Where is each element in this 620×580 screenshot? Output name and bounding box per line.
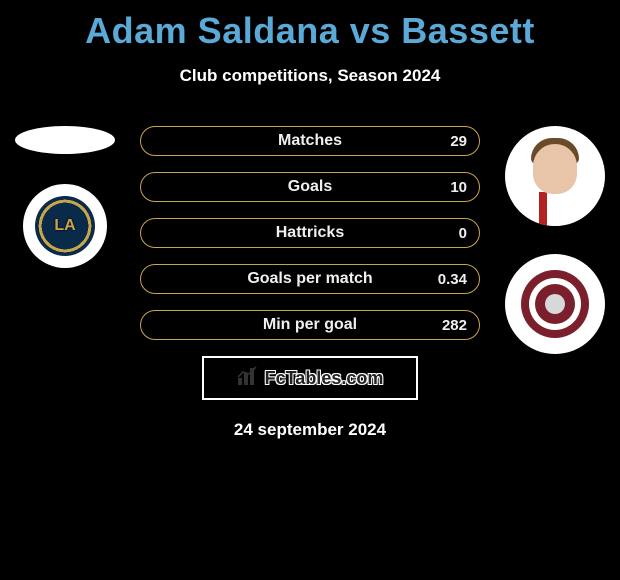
ball-icon [545,294,565,314]
date-label: 24 september 2024 [0,420,620,440]
stat-label: Goals [288,178,332,196]
player-shirt-trim [539,192,547,226]
right-team-badge [505,254,605,354]
bar-chart-icon [237,366,259,391]
stat-row: Goals 10 [140,172,480,202]
stat-right-value: 0.34 [438,271,467,288]
stat-label: Goals per match [247,270,372,288]
page-subtitle: Club competitions, Season 2024 [0,66,620,86]
left-player-avatar [15,126,115,154]
stat-label: Hattricks [276,224,344,242]
stat-row: Goals per match 0.34 [140,264,480,294]
player-shirt [510,196,600,226]
stat-right-value: 282 [442,317,467,334]
player-head [533,144,577,194]
stat-right-value: 29 [450,133,467,150]
la-galaxy-icon: LA [35,196,95,256]
stat-right-value: 0 [459,225,467,242]
left-column: LA [10,126,120,268]
right-column [500,126,610,354]
left-team-badge: LA [23,184,107,268]
stat-label: Min per goal [263,316,357,334]
comparison-area: LA Matches 29 Goals 10 Hatt [0,126,620,440]
stat-row: Min per goal 282 [140,310,480,340]
brand-label: FcTables.com [265,368,384,389]
brand-box: FcTables.com [202,356,418,400]
stat-label: Matches [278,132,342,150]
stat-row: Hattricks 0 [140,218,480,248]
stat-rows: Matches 29 Goals 10 Hattricks 0 Goals pe… [140,126,480,340]
stat-right-value: 10 [450,179,467,196]
la-galaxy-abbr: LA [54,217,75,235]
stat-row: Matches 29 [140,126,480,156]
colorado-rapids-icon [521,270,589,338]
right-player-avatar [505,126,605,226]
page-title: Adam Saldana vs Bassett [0,0,620,52]
